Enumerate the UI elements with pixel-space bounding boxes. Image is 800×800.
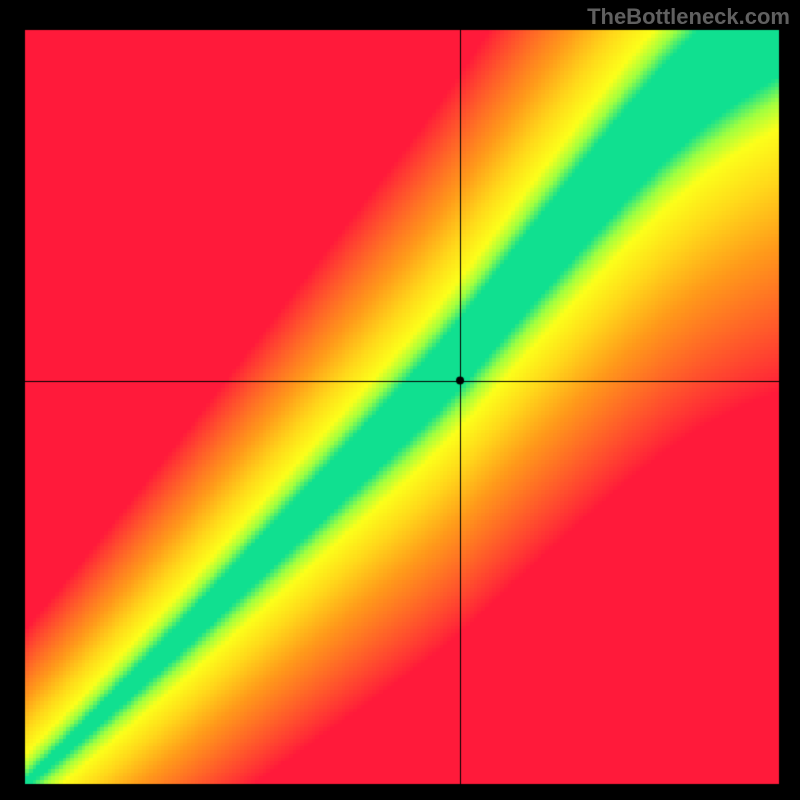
chart-container: TheBottleneck.com xyxy=(0,0,800,800)
heatmap-canvas xyxy=(0,0,800,800)
watermark-text: TheBottleneck.com xyxy=(587,4,790,30)
